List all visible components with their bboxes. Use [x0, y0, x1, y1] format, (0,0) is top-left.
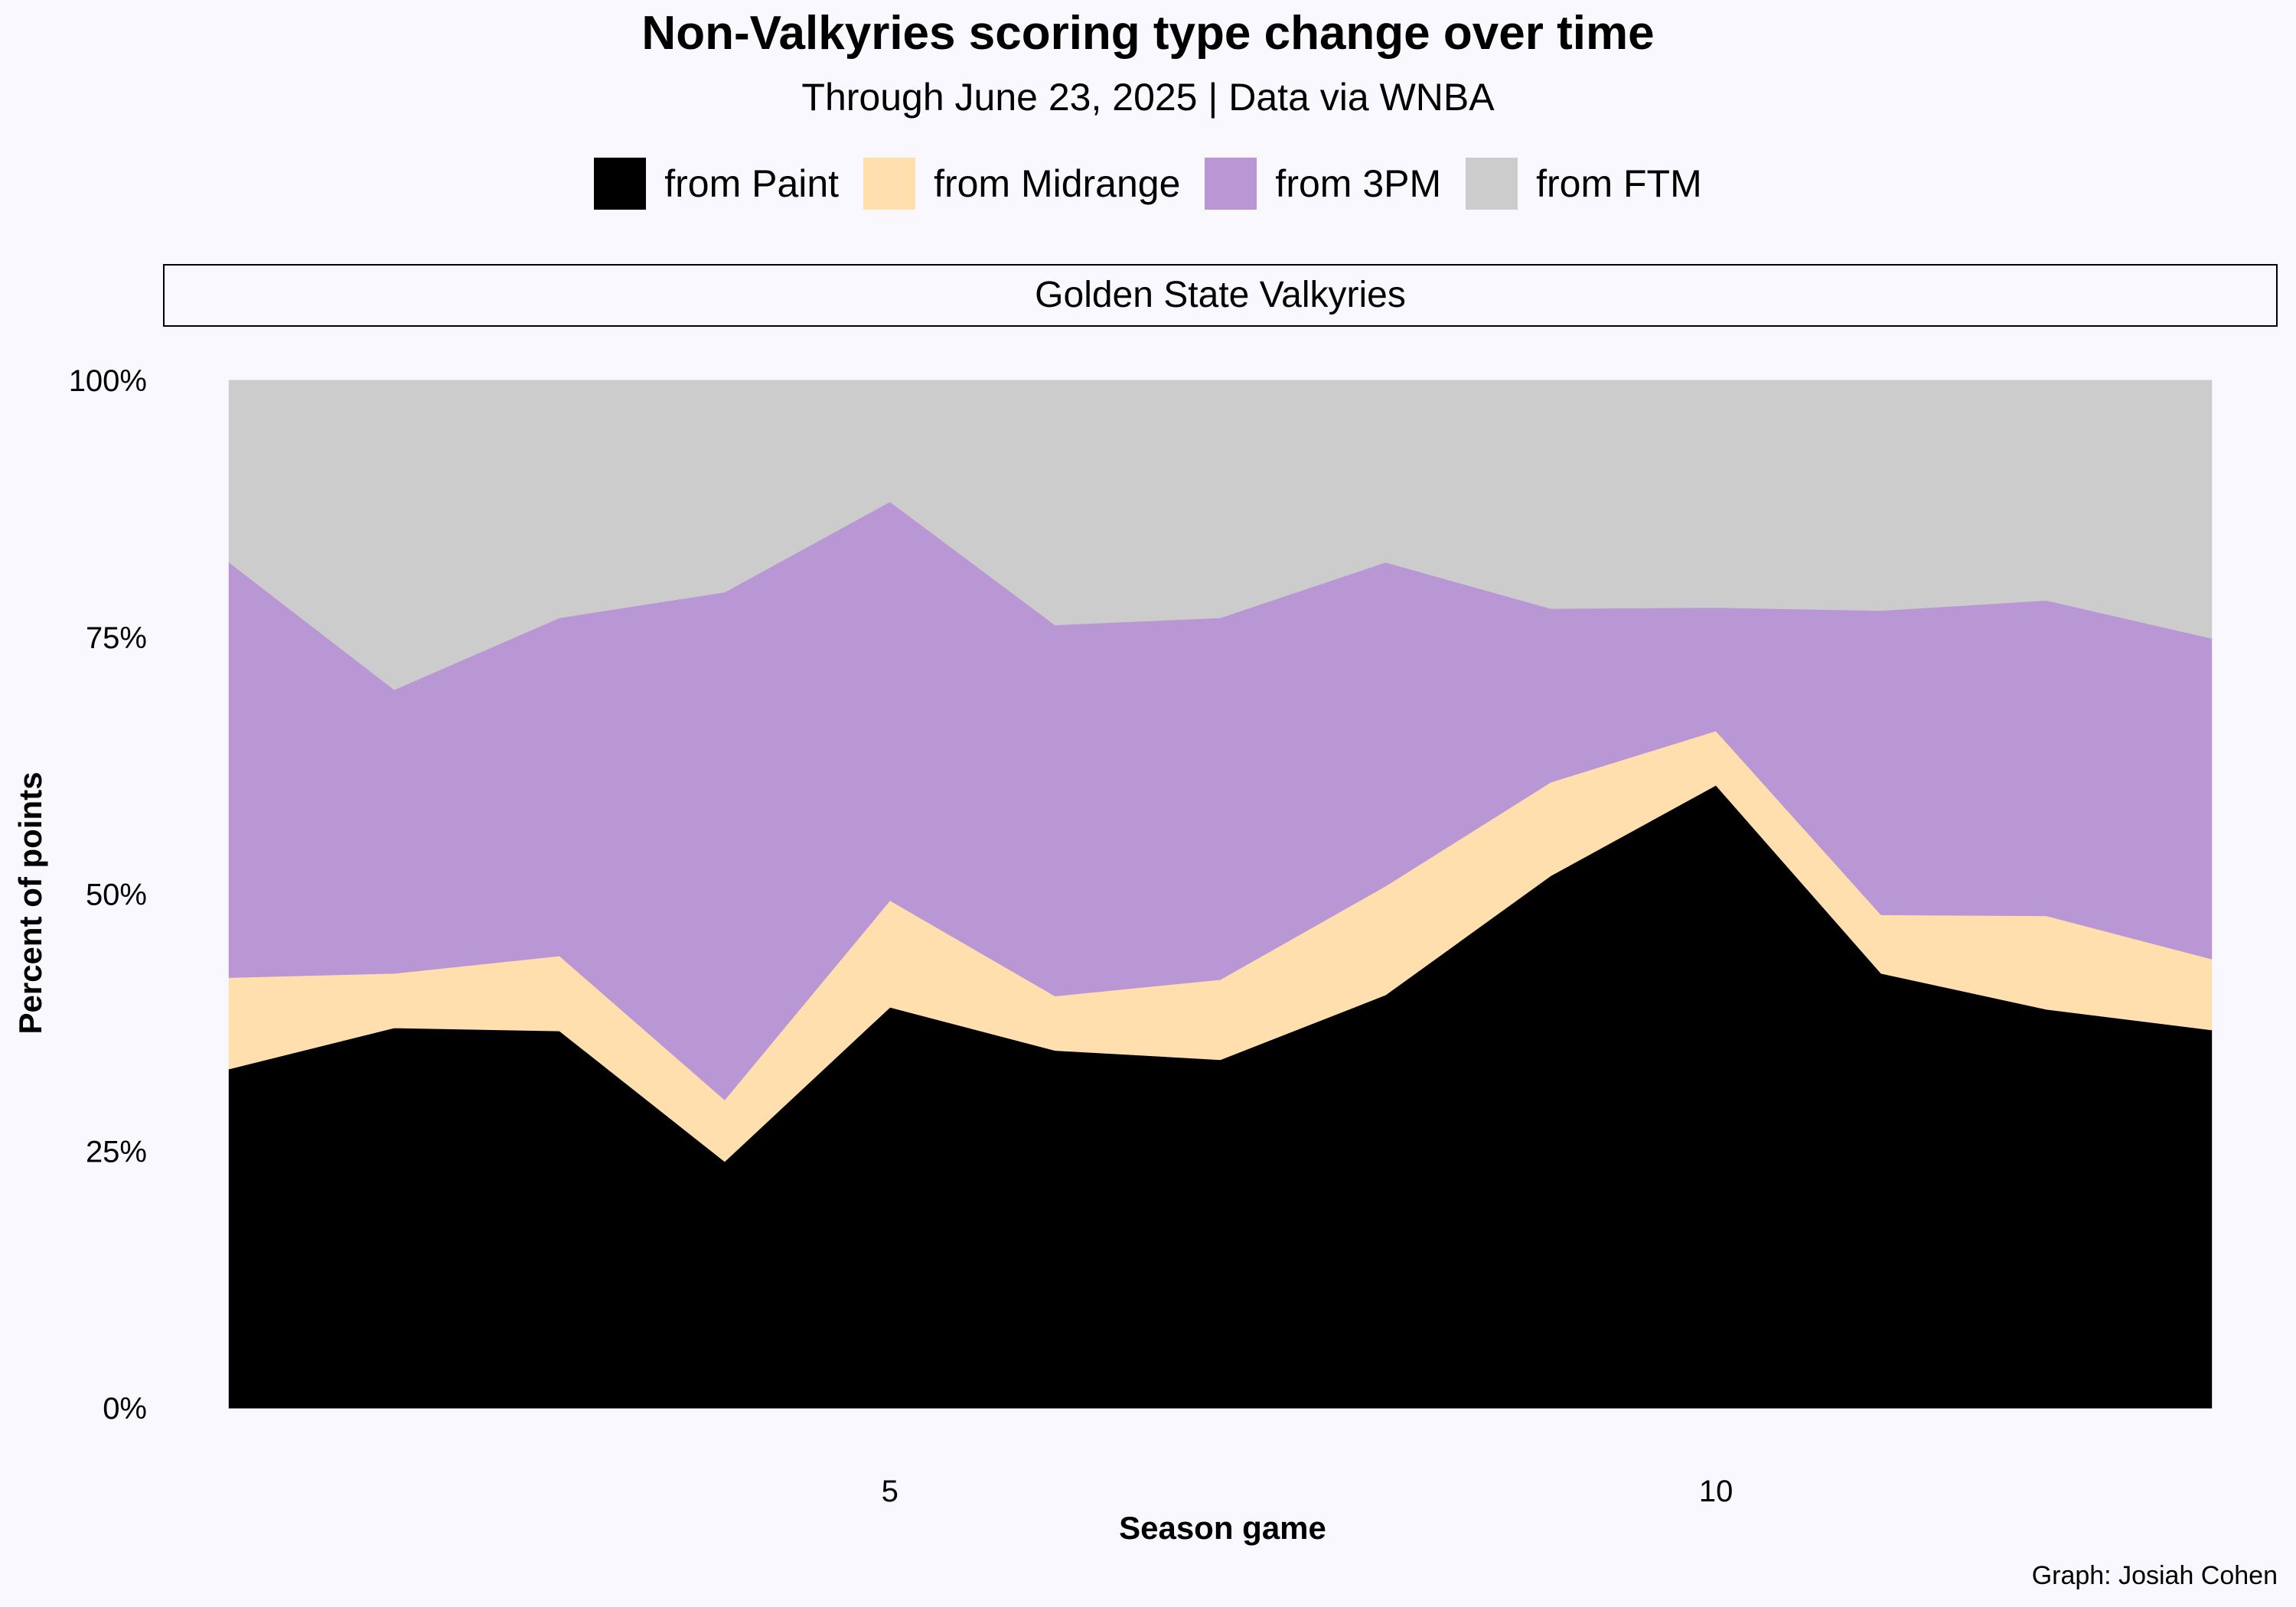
legend-swatch-0: [594, 158, 647, 210]
legend-label-0: from Paint: [664, 162, 840, 205]
facet-strip-label: Golden State Valkyries: [163, 264, 2278, 327]
legend-swatch-3: [1466, 158, 1518, 210]
y-tick-label-3: 75%: [86, 621, 147, 655]
y-tick-label-0: 0%: [103, 1392, 147, 1426]
area-series-3: [228, 380, 2213, 690]
legend-swatch-2: [1205, 158, 1257, 210]
legend-label-2: from 3PM: [1275, 162, 1442, 205]
y-axis-title: Percent of points: [12, 771, 48, 1035]
legend: from Paint from Midrange from 3PM from FTM: [0, 153, 2296, 214]
legend-label-3: from FTM: [1536, 162, 1702, 205]
legend-item-3: from FTM: [1466, 158, 1702, 210]
x-axis-title: Season game: [1119, 1510, 1326, 1546]
caption: Graph: Josiah Cohen: [2031, 1561, 2278, 1590]
legend-swatch-1: [863, 158, 916, 210]
chart-title: Non-Valkyries scoring type change over t…: [641, 7, 1655, 60]
y-tick-label-4: 100%: [69, 364, 147, 398]
legend-label-1: from Midrange: [934, 162, 1181, 205]
x-tick-label-0: 5: [882, 1475, 899, 1508]
legend-item-1: from Midrange: [863, 158, 1180, 210]
y-tick-label-1: 25%: [86, 1135, 147, 1169]
chart-subtitle: Through June 23, 2025 | Data via WNBA: [801, 76, 1495, 119]
y-tick-label-2: 50%: [86, 878, 147, 912]
legend-item-2: from 3PM: [1205, 158, 1441, 210]
x-tick-label-1: 10: [1699, 1475, 1733, 1508]
legend-item-0: from Paint: [594, 158, 839, 210]
